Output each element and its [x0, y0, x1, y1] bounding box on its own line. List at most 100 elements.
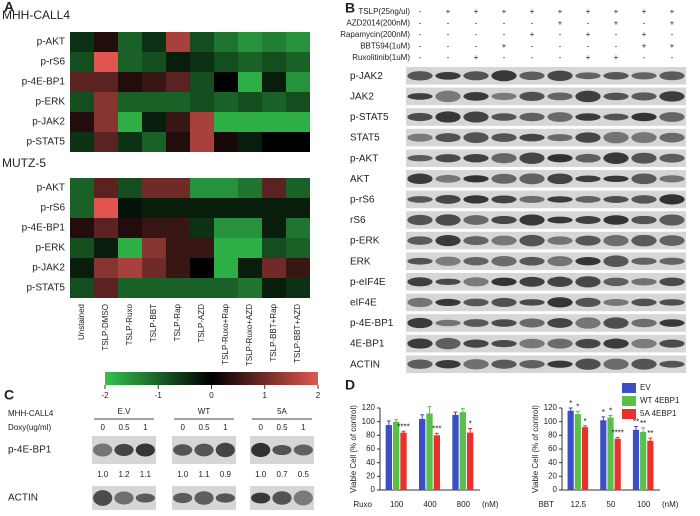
treatment-sign: -	[587, 42, 590, 51]
blot-band	[435, 337, 461, 350]
heatmap-cell	[190, 132, 214, 152]
bar	[467, 432, 474, 490]
treatment-label: AZD2014(200nM)	[346, 19, 410, 28]
treatment-sign: +	[530, 7, 535, 16]
blot-band	[575, 90, 601, 103]
heatmap-cell	[166, 72, 190, 92]
band-label: p-ERK	[350, 236, 380, 247]
treatment-sign: -	[419, 42, 422, 51]
heatmap-cell	[166, 178, 190, 198]
blot-band	[659, 339, 685, 348]
heatmap-cell	[238, 258, 262, 278]
heatmap-cell	[142, 278, 166, 298]
heatmap-cell	[190, 258, 214, 278]
heatmap-cell	[118, 278, 142, 298]
blot-band	[603, 152, 629, 164]
band-label: p-eIF4E	[350, 277, 386, 288]
heatmap-cell	[166, 218, 190, 238]
blot-band	[575, 72, 601, 80]
treatment-sign: -	[419, 53, 422, 62]
blot-band	[435, 256, 461, 266]
bar	[574, 414, 581, 490]
dose-value: 0.5	[198, 423, 210, 432]
blot-band	[575, 297, 601, 308]
heatmap-cell	[286, 32, 310, 52]
blot-band	[407, 112, 433, 122]
band-label: ERK	[350, 256, 371, 267]
dose-value: 0.5	[276, 423, 288, 432]
heatmap-cell	[142, 92, 166, 112]
blot-band	[631, 72, 657, 80]
row-label: p-ERK	[36, 97, 66, 108]
colorbar	[105, 372, 318, 385]
dose-value: 0	[258, 423, 263, 432]
blot-band	[631, 92, 657, 101]
bar	[600, 420, 607, 490]
blot-band	[463, 132, 489, 143]
blot-band	[173, 492, 193, 504]
heatmap-cell	[262, 278, 286, 298]
heatmap-title: MUTZ-5	[2, 156, 46, 170]
x-prefix: BBT	[538, 500, 554, 509]
heatmap-cell	[142, 178, 166, 198]
heatmap-cell	[214, 178, 238, 198]
dose-label: Doxy(ug/ml)	[8, 423, 51, 432]
heatmap-cell	[214, 92, 238, 112]
y-axis-label: Viable Cell (% of control)	[531, 405, 540, 493]
column-label: TSLP-Ruxo+AZD	[245, 304, 254, 366]
group-label: 5A	[277, 407, 287, 416]
blot-band	[547, 338, 573, 349]
heatmap-cell	[142, 218, 166, 238]
heatmap-cell	[238, 218, 262, 238]
heatmap-cell	[190, 32, 214, 52]
blot-band	[491, 133, 517, 142]
heatmap-cell	[70, 218, 94, 238]
band-label: ACTIN	[350, 359, 380, 370]
heatmap-cell	[166, 92, 190, 112]
blot-band	[435, 298, 461, 306]
heatmap-cell	[190, 112, 214, 132]
heatmap-cell	[142, 112, 166, 132]
treatment-sign: -	[671, 53, 674, 62]
blot-band	[491, 255, 517, 267]
band-label: ACTIN	[8, 493, 38, 504]
treatment-sign: +	[670, 7, 675, 16]
colorbar-tick-label: 2	[316, 391, 321, 400]
blot-band	[194, 491, 214, 505]
legend-swatch	[622, 396, 636, 406]
heatmap-cell	[190, 178, 214, 198]
treatment-sign: +	[474, 53, 479, 62]
heatmap-cell	[214, 218, 238, 238]
blot-band	[603, 175, 629, 183]
blot-band	[547, 276, 573, 287]
bar	[385, 425, 392, 490]
blot-band	[547, 92, 573, 101]
band-label: p-4E-BP1	[8, 445, 52, 456]
y-tick-label: 80	[548, 430, 557, 439]
blot-band	[293, 490, 313, 506]
blot-band	[659, 194, 685, 205]
heatmap-cell	[238, 178, 262, 198]
blot-band	[173, 444, 193, 456]
treatment-sign: +	[586, 30, 591, 39]
significance: *	[576, 403, 579, 412]
significance: *	[583, 417, 586, 426]
heatmap-cell	[262, 238, 286, 258]
blot-band	[463, 359, 489, 370]
heatmap-cell	[118, 52, 142, 72]
heatmap-cell	[262, 178, 286, 198]
heatmap-cell	[166, 52, 190, 72]
treatment-sign: +	[530, 30, 535, 39]
blot-band	[114, 491, 134, 505]
blot-band	[407, 359, 433, 369]
blot-band	[575, 113, 601, 121]
treatment-sign: -	[447, 42, 450, 51]
column-label: TSLP-BBT	[149, 304, 158, 342]
heatmap-cell	[142, 258, 166, 278]
blot-band	[631, 257, 657, 265]
blot-band	[463, 71, 489, 81]
y-tick-label: 40	[548, 458, 557, 467]
row-label: p-STAT5	[26, 137, 65, 148]
heatmap-cell	[70, 278, 94, 298]
blot-band	[631, 338, 657, 349]
